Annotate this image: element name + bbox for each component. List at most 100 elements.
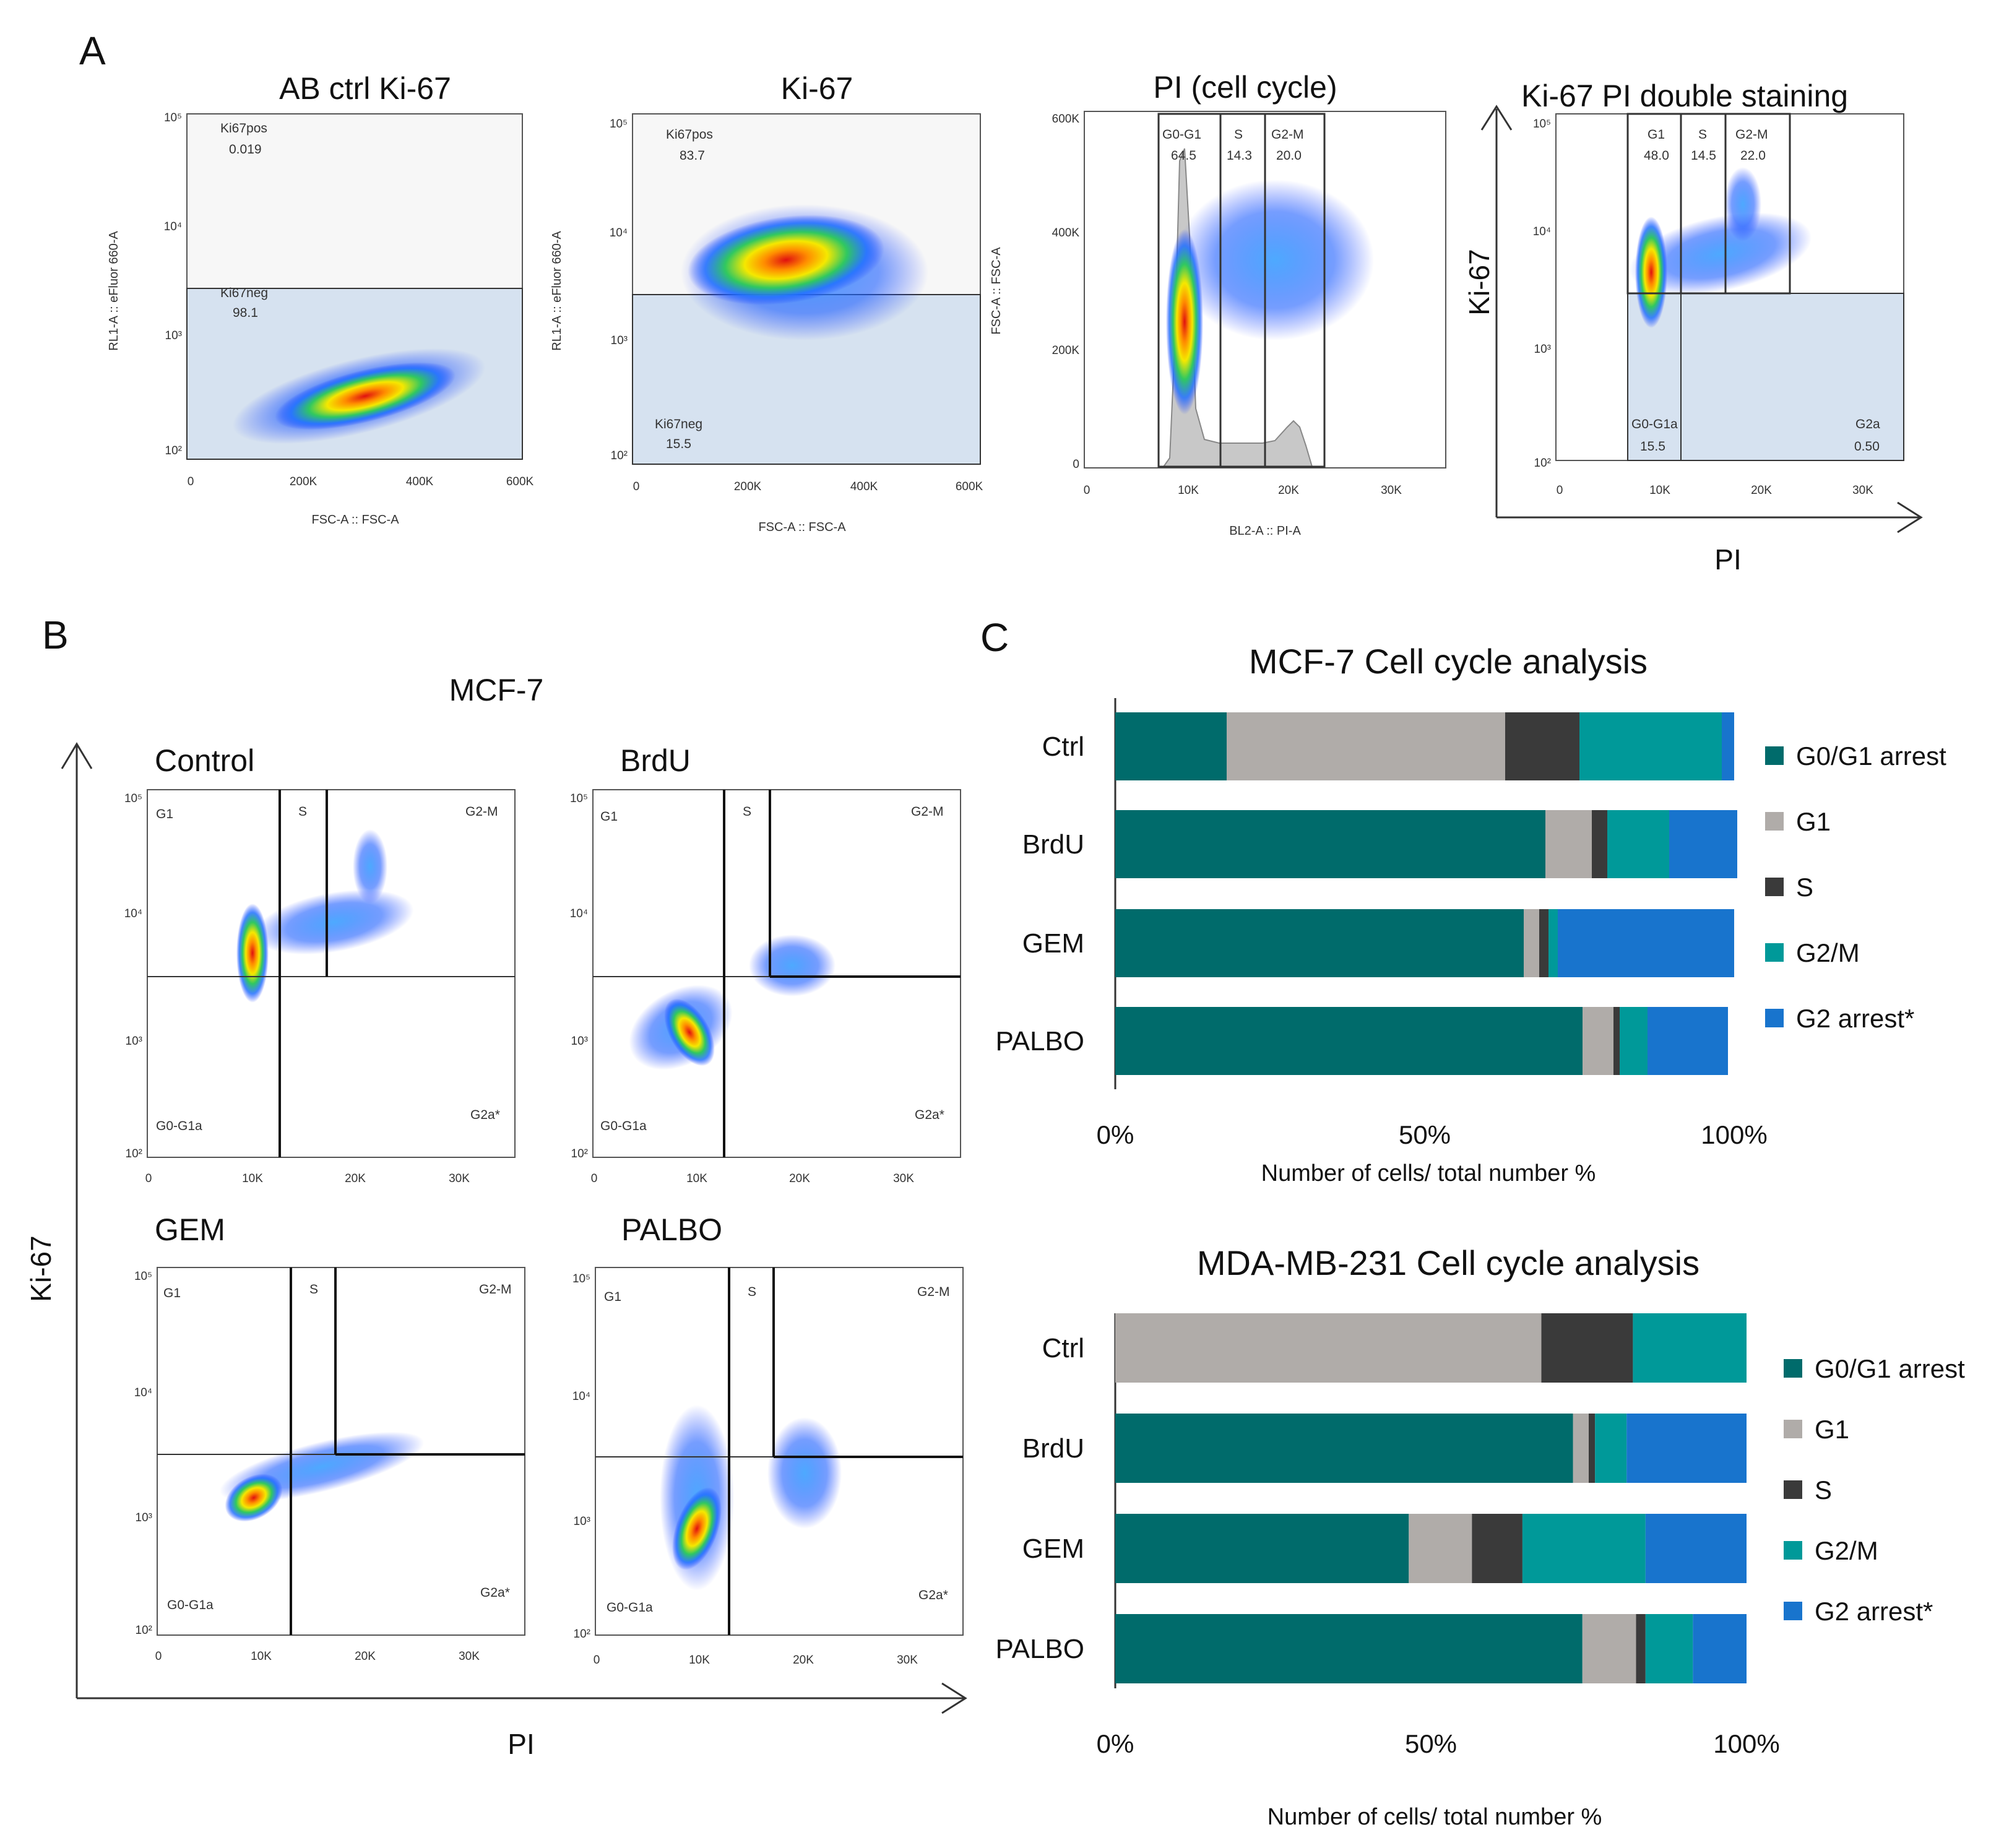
x-tick: 0 [1557,484,1563,497]
y-tick: 10⁴ [1533,225,1551,238]
x-axis-label: PI [507,1728,534,1760]
bar-segment [1115,1414,1573,1483]
density-cloud [660,1405,842,1591]
legend-swatch [1784,1602,1802,1620]
y-tick: 10³ [136,1511,152,1524]
gate-name: S [1234,127,1243,142]
x-tick: 30K [449,1172,470,1185]
legend-swatch [1784,1480,1802,1499]
y-tick: 10⁵ [134,1270,152,1283]
gate-label-g2a: G2a* [470,1108,500,1122]
bar-segment [1583,1007,1613,1075]
gate-name: G0-G1 [1162,127,1201,142]
category-label: Ctrl [1042,732,1084,762]
bar-segment [1505,712,1579,780]
y-tick: 400K [1052,227,1080,240]
gate-value: 14.3 [1227,149,1252,163]
x-tick: 400K [850,480,878,493]
x-tick: 600K [506,475,534,488]
gate-value: 83.7 [680,149,705,163]
y-tick: 10⁴ [164,220,182,233]
legend-label: G0/G1 arrest [1796,741,1946,771]
x-axis-label: FSC-A :: FSC-A [758,520,846,534]
x-arrowhead [941,1682,967,1714]
panel-label-c: C [980,615,1009,660]
gate-name: Ki67pos [666,127,713,142]
bar-segment [1645,1514,1747,1583]
gate-name: G2-M [1271,127,1304,142]
x-axis-label: BL2-A :: PI-A [1229,524,1301,538]
x-tick-label: 0% [1097,1120,1134,1149]
x-axis-label: PI [1714,543,1741,576]
panel-a-plot-4: Ki-67 PI double staining G1 48.0 S 14.5 … [1463,79,1923,576]
y-arrowhead [61,742,93,769]
x-tick: 30K [897,1654,918,1667]
bar-segment [1573,1414,1589,1483]
bar-segment [1626,1414,1747,1483]
x-tick: 30K [893,1172,914,1185]
panel-a-plot-1: AB ctrl Ki-67 Ki67pos 0.019 Ki67neg 98.1… [107,71,534,527]
y-tick: 10² [574,1628,590,1641]
y-tick: 10⁴ [570,907,588,920]
panel-b-title: MCF-7 [449,673,544,707]
gate-name: G0-G1a [1631,417,1678,431]
density-cloud [236,829,414,1003]
x-tick: 20K [793,1654,814,1667]
gate-label-g2m: G2-M [911,805,944,819]
panel-b-plot-brdu: BrdU G1 S G2-M G0-G1a G2a* 10⁵ 10⁴ 10³ 1… [570,743,961,1185]
gate-label-g1: G1 [600,810,618,824]
y-tick: 10⁵ [570,792,588,805]
mdamb231-cell-cycle-chart: MDA-MB-231 Cell cycle analysis Ctrl BrdU GE… [996,1243,1966,1830]
y-tick: 10³ [1534,343,1551,356]
gate-value: 14.5 [1691,149,1716,163]
y-tick: 10⁴ [124,907,142,920]
bar-segment [1115,1614,1583,1683]
x-tick: 20K [355,1650,376,1663]
gate-name: G2a [1855,417,1880,431]
gate-label-g1: G1 [163,1286,181,1300]
bar-segment [1648,1007,1728,1075]
plot-title: PALBO [621,1212,722,1247]
bar-segment [1548,909,1558,977]
x-tick: 10K [1649,484,1670,497]
gate-label-g2a: G2a* [915,1108,944,1122]
category-label: GEM [1022,928,1084,959]
x-axis-label: Number of cells/ total number % [1268,1804,1602,1830]
panel-b: MCF-7 Ki-67 PI Control G1 S G2-M G0-G1a … [25,673,967,1760]
bar-segment [1227,712,1505,780]
bar-segment [1409,1514,1472,1583]
bar-segment [1636,1614,1646,1683]
legend-swatch [1784,1541,1802,1560]
y-tick: 10² [165,444,182,457]
x-tick: 30K [459,1650,480,1663]
gate-name: Ki67neg [220,286,268,300]
bar-segment [1472,1514,1522,1583]
panel-a-plot-2: Ki-67 Ki67pos 83.7 Ki67neg 15.5 10⁵ 10⁴ … [550,71,983,534]
gate-value: 48.0 [1644,149,1669,163]
gate-g2-m [1264,113,1326,468]
legend-label: G2 arrest* [1796,1004,1914,1033]
x-tick: 10K [242,1172,263,1185]
plot-title: PI (cell cycle) [1153,70,1337,105]
gate-label-s: S [743,805,751,819]
x-tick: 0 [594,1654,600,1667]
gate-name: G1 [1648,127,1665,142]
bar-segment [1620,1007,1648,1075]
gate-g2-m [1724,113,1791,295]
x-tick: 20K [1278,484,1299,497]
legend-swatch [1765,878,1784,896]
panel-b-plot-gem: GEM G1 S G2-M G0-G1a G2a* 10⁵ 10⁴ 10³ 10… [134,1212,525,1663]
bar-segment [1541,1313,1633,1383]
category-label: PALBO [996,1026,1084,1056]
x-tick: 20K [1751,484,1772,497]
density-cloud [1629,167,1812,328]
legend-label: S [1815,1475,1832,1505]
bar-segment [1693,1614,1747,1683]
x-tick-label: 100% [1701,1120,1767,1149]
x-tick: 0 [1084,484,1091,497]
gate-value: 64.5 [1171,149,1196,163]
legend-swatch [1784,1359,1802,1378]
y-tick: 200K [1052,344,1080,357]
gate-value: 20.0 [1276,149,1302,163]
gate-value: 22.0 [1740,149,1766,163]
